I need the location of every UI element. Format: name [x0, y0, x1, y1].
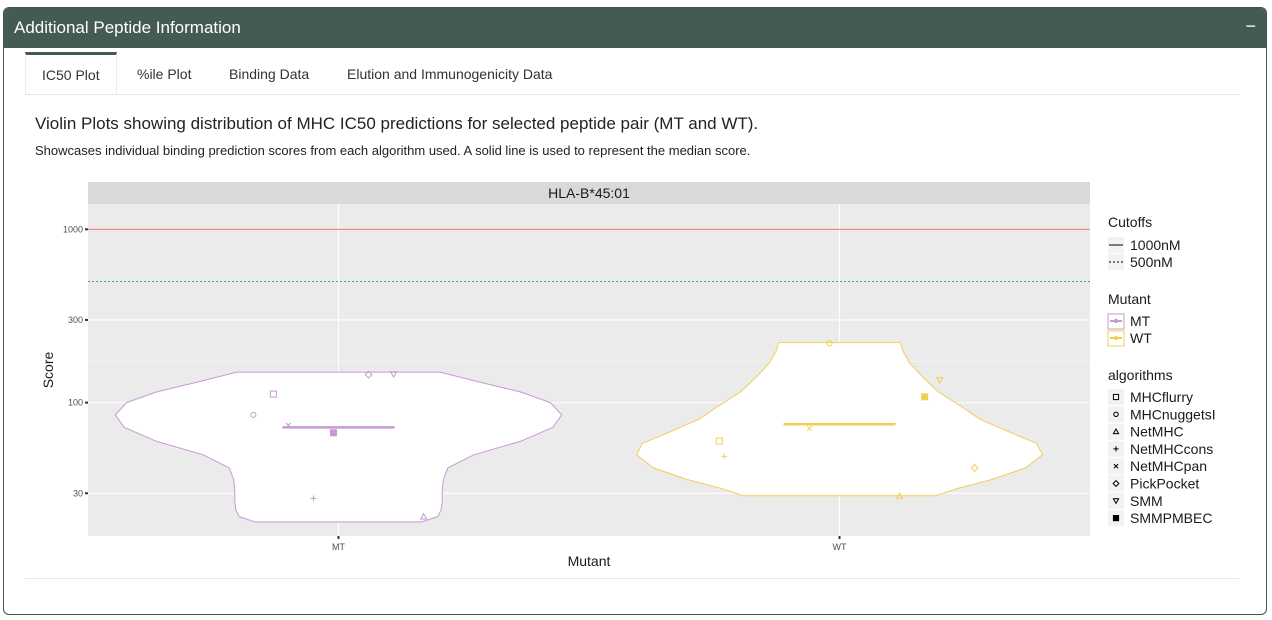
y-axis-title: Score [40, 352, 56, 389]
legend-mutant-label: MT [1130, 313, 1151, 329]
legend-algorithms-title: algorithms [1108, 367, 1173, 383]
x-tick-label: WT [833, 542, 847, 552]
data-point [285, 422, 292, 429]
panel-header: Additional Peptide Information − [4, 8, 1266, 48]
y-tick-label: 30 [73, 488, 83, 498]
data-point [826, 340, 833, 347]
collapse-icon[interactable]: − [1245, 16, 1256, 36]
facet-strip [88, 182, 1090, 204]
y-tick-label: 300 [68, 315, 83, 325]
data-point [970, 463, 979, 472]
legend-algorithm-shape [1113, 446, 1119, 452]
legend-mutant-title: Mutant [1108, 291, 1151, 307]
x-axis-title: Mutant [568, 553, 611, 569]
data-point [806, 425, 813, 432]
legend-cutoff-label: 500nM [1130, 254, 1173, 270]
legend-algorithm-label: MHCnuggetsI [1130, 406, 1216, 422]
violin-mt [114, 371, 563, 523]
data-point [364, 370, 373, 379]
data-point [250, 411, 257, 418]
legend-algorithm-label: NetMHCcons [1130, 441, 1213, 457]
legend-key-bg [1108, 406, 1124, 423]
legend-key-bg [1108, 475, 1124, 492]
legend-algorithm-label: PickPocket [1130, 476, 1199, 492]
data-point [329, 429, 337, 437]
legend-cutoffs-title: Cutoffs [1108, 214, 1152, 230]
data-point [715, 437, 723, 445]
x-tick-label: MT [332, 542, 345, 552]
panel-title: Additional Peptide Information [14, 18, 241, 37]
legend-algorithm-shape [1113, 411, 1119, 418]
tab-bar: IC50 Plot %ile Plot Binding Data Elution… [25, 52, 1239, 95]
legend-algorithm-shape [1113, 463, 1119, 469]
legend-key-bg [1108, 254, 1124, 270]
legend-mutant-dot [1113, 335, 1119, 341]
divider [25, 578, 1239, 579]
tab-binding-data[interactable]: Binding Data [229, 66, 310, 82]
legend-algorithm-label: SMM [1130, 493, 1163, 509]
legend-algorithm-shape [1112, 515, 1120, 522]
legend-algorithm-shape [1112, 479, 1120, 488]
data-point [419, 512, 428, 520]
plot-heading: Violin Plots showing distribution of MHC… [35, 114, 759, 133]
legend-algorithm-shape [1112, 498, 1120, 505]
legend-algorithm-shape [1112, 427, 1120, 435]
legend-key-bg [1108, 389, 1124, 405]
legend-cutoff-label: 1000nM [1130, 237, 1181, 253]
data-point [895, 491, 904, 499]
data-point [310, 495, 317, 502]
legend-mutant-dot [1113, 318, 1119, 324]
legend-key-bg [1108, 492, 1124, 509]
violin-wt [636, 342, 1043, 497]
legend-algorithm-label: NetMHC [1130, 424, 1184, 440]
tab-percentile-plot[interactable]: %ile Plot [137, 66, 192, 82]
legend-mutant-label: WT [1130, 330, 1152, 346]
legend-algorithm-label: NetMHCpan [1130, 458, 1207, 474]
facet-label: HLA-B*45:01 [548, 185, 630, 201]
plot-description: Showcases individual binding prediction … [35, 143, 751, 158]
data-point [721, 453, 728, 460]
legend-algorithm-label: SMMPMBEC [1130, 510, 1212, 526]
data-point [921, 393, 929, 401]
tab-ic50-plot[interactable]: IC50 Plot [25, 52, 117, 94]
legend-algorithm-shape [1112, 393, 1120, 401]
data-point [389, 371, 398, 379]
y-tick-label: 100 [68, 398, 83, 408]
legend-algorithm-label: MHCflurry [1130, 389, 1193, 405]
data-point [269, 390, 277, 398]
legend-key-bg [1108, 423, 1124, 440]
data-point [935, 377, 944, 385]
tab-elution-immunogenicity[interactable]: Elution and Immunogenicity Data [347, 66, 553, 82]
y-tick-label: 1000 [63, 224, 83, 234]
